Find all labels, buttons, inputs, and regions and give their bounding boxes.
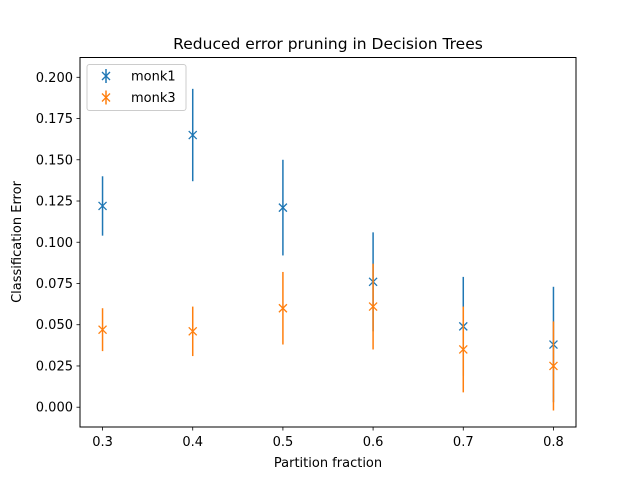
y-tick-label: 0.000 bbox=[36, 401, 73, 416]
data-point-stroke-b bbox=[278, 303, 288, 313]
legend-swatch-marker-stroke-b bbox=[101, 71, 111, 81]
x-tick-label: 0.8 bbox=[543, 435, 564, 450]
y-tick-label: 0.200 bbox=[36, 71, 73, 86]
data-point bbox=[188, 326, 198, 336]
x-tick-label: 0.5 bbox=[273, 435, 294, 450]
y-tick-label: 0.100 bbox=[36, 236, 73, 251]
legend-swatch-marker bbox=[101, 71, 111, 81]
series-monk1 bbox=[98, 88, 558, 403]
series-monk3 bbox=[98, 263, 558, 411]
data-point-stroke-b bbox=[98, 201, 108, 211]
data-point-stroke-b bbox=[548, 361, 558, 371]
x-axis-label: Partition fraction bbox=[274, 456, 382, 471]
y-axis: 0.000 0.025 0.050 0.075 0.100 0.125 0.150 0.175… bbox=[36, 71, 80, 416]
data-point bbox=[278, 203, 288, 213]
data-point bbox=[368, 302, 378, 312]
y-tick-label: 0.025 bbox=[36, 359, 73, 374]
data-point-stroke-b bbox=[98, 325, 108, 335]
data-point bbox=[98, 201, 108, 211]
y-tick-label: 0.075 bbox=[36, 277, 73, 292]
data-point bbox=[458, 345, 468, 354]
x-tick-label: 0.4 bbox=[182, 435, 203, 450]
data-point-stroke-b bbox=[458, 345, 468, 354]
data-point-stroke-b bbox=[188, 130, 198, 140]
y-tick-label: 0.125 bbox=[36, 195, 73, 210]
y-axis-label: Classification Error bbox=[10, 180, 25, 302]
legend-box bbox=[86, 64, 187, 111]
legend-swatch-marker bbox=[101, 93, 111, 102]
plot-frame bbox=[79, 57, 577, 428]
x-tick-label: 0.6 bbox=[363, 435, 384, 450]
legend-swatch-marker-stroke-b bbox=[101, 93, 111, 102]
data-point-stroke-b bbox=[368, 302, 378, 312]
x-axis: 0.3 0.4 0.5 0.6 0.7 0.8 bbox=[92, 427, 564, 450]
data-point-stroke-b bbox=[278, 203, 288, 213]
data-series bbox=[98, 88, 558, 411]
x-tick-label: 0.7 bbox=[453, 435, 474, 450]
x-tick-label: 0.3 bbox=[92, 435, 113, 450]
data-point bbox=[98, 325, 108, 335]
legend: monk1 monk3 bbox=[86, 64, 187, 111]
legend-label: monk1 bbox=[131, 70, 176, 85]
y-tick-label: 0.150 bbox=[36, 153, 73, 168]
y-tick-label: 0.050 bbox=[36, 318, 73, 333]
data-point bbox=[548, 361, 558, 371]
data-point bbox=[278, 303, 288, 313]
y-tick-label: 0.175 bbox=[36, 112, 73, 127]
data-point bbox=[188, 130, 198, 140]
legend-label: monk3 bbox=[131, 91, 176, 106]
chart-title: Reduced error pruning in Decision Trees bbox=[173, 35, 483, 53]
data-point-stroke-b bbox=[188, 326, 198, 336]
